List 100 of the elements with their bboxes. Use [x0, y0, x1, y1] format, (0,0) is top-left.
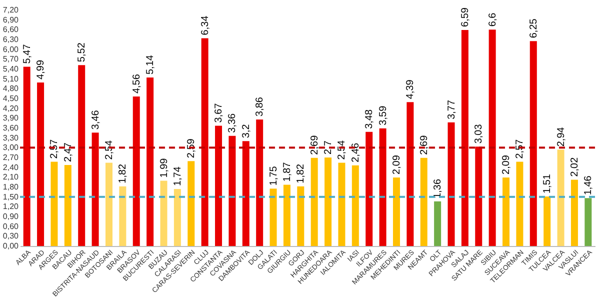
data-label: 1,82: [296, 163, 307, 184]
y-tick-label: 6,60: [2, 25, 20, 34]
data-label: 1,75: [268, 166, 280, 186]
bar: [23, 66, 30, 246]
bar: [92, 132, 99, 246]
data-label: 2,09: [391, 154, 402, 174]
bar: [434, 201, 442, 246]
bar: [584, 198, 592, 246]
data-label: 2,54: [104, 140, 115, 160]
data-label: 3,2: [240, 124, 252, 138]
bar: [215, 126, 222, 246]
y-tick-label: 5,40: [2, 64, 20, 74]
data-label: 3,86: [254, 96, 266, 116]
y-tick-label: 1,80: [2, 182, 20, 192]
bar: [310, 158, 318, 246]
data-label: 2,94: [556, 126, 567, 147]
bar: [256, 119, 264, 246]
data-label: 5,14: [145, 54, 156, 75]
y-tick-label: 3,00: [2, 143, 20, 152]
y-tick-label: 5,10: [2, 74, 20, 84]
y-tick-label: 6,30: [2, 35, 20, 44]
data-label: 6,34: [200, 15, 211, 36]
data-label: 6,25: [528, 18, 540, 38]
data-label: 1,46: [583, 175, 594, 196]
data-label: 4,56: [131, 74, 142, 94]
bar: [502, 177, 510, 246]
y-tick-label: 0,30: [2, 232, 20, 241]
data-label: 6,59: [460, 7, 471, 27]
data-label: 1,74: [172, 166, 184, 186]
data-label: 2,47: [62, 142, 74, 162]
y-tick-label: 6,90: [2, 15, 20, 24]
y-tick-label: 4,80: [2, 84, 20, 94]
data-label: 5,47: [22, 44, 33, 64]
bar: [146, 78, 154, 246]
y-tick-label: 4,20: [2, 104, 20, 113]
data-label: 5,52: [76, 42, 88, 62]
data-label: 4,99: [36, 60, 47, 80]
data-label: 3,59: [378, 105, 389, 126]
y-tick-label: 5,70: [2, 54, 20, 64]
y-tick-label: 0,90: [2, 212, 20, 221]
bar: [338, 162, 346, 246]
bar: [297, 186, 304, 246]
y-tick-label: 1,20: [2, 202, 20, 212]
bar: [461, 30, 468, 246]
y-tick-label: 3,60: [2, 124, 20, 132]
bar: [132, 96, 140, 246]
data-label: 3,46: [90, 110, 102, 130]
data-label: 1,36: [432, 178, 444, 198]
bar: [420, 158, 428, 246]
bar: [78, 65, 86, 246]
bar: [570, 180, 578, 246]
bar: [366, 132, 373, 246]
bar: [119, 186, 126, 246]
bar: [530, 41, 537, 246]
y-tick-label: 3,90: [2, 114, 20, 123]
bar: [283, 184, 290, 246]
data-label: 2,02: [569, 156, 580, 177]
data-label: 2,69: [418, 134, 430, 155]
bar: [379, 128, 386, 246]
bar: [50, 162, 58, 246]
y-tick-label: 7,20: [2, 6, 20, 14]
bar: [324, 158, 332, 246]
data-label: 1,87: [282, 162, 293, 182]
bar: [557, 150, 564, 246]
bar: [188, 161, 195, 246]
bar: [448, 122, 455, 246]
data-label: 1,99: [158, 158, 170, 178]
bar: [37, 82, 44, 246]
bar: [488, 30, 496, 246]
y-tick-label: 2,40: [2, 162, 20, 172]
y-tick-label: 2,70: [2, 153, 20, 162]
data-label: 2,09: [501, 154, 512, 174]
data-label: 2,69: [309, 134, 320, 155]
data-label: 3,77: [446, 100, 458, 120]
bar: [270, 188, 277, 246]
y-tick-label: 0,00: [2, 242, 20, 250]
bar: [516, 162, 524, 246]
data-label: 1,51: [542, 174, 554, 194]
y-tick-label: 6,00: [2, 44, 20, 54]
y-tick-label: 0,60: [2, 222, 20, 231]
bar: [352, 165, 359, 246]
y-tick-label: 2,10: [2, 172, 20, 182]
bar: [201, 38, 208, 246]
data-label: 4,39: [405, 79, 416, 100]
data-label: 1,82: [118, 163, 129, 184]
data-label: 3,48: [364, 109, 376, 129]
bar: [228, 136, 236, 246]
bar: [105, 162, 112, 246]
data-label: 3,36: [227, 112, 238, 133]
data-label: 2,57: [514, 138, 526, 159]
bar: [174, 188, 181, 246]
bar: [475, 146, 482, 246]
data-label: 3,03: [474, 124, 485, 144]
bar: [544, 196, 551, 246]
bar: [64, 165, 72, 246]
bar: [242, 141, 250, 246]
bar: [160, 180, 168, 246]
bar: [406, 102, 414, 246]
y-tick-label: 4,50: [2, 94, 20, 103]
bar: [392, 177, 400, 246]
